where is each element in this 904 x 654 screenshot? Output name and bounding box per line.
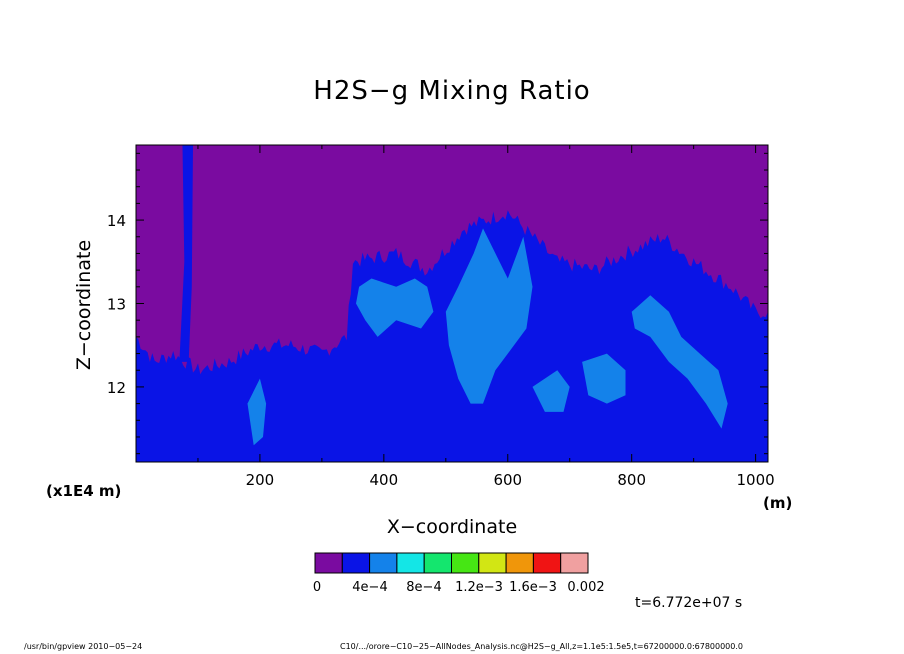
colorbar-label: 8e−4 <box>406 580 441 595</box>
y-tick-label: 14 <box>107 212 126 230</box>
footer-left: /usr/bin/gpview 2010−05−24 <box>24 642 143 651</box>
colorbar-swatch <box>423 552 453 574</box>
x-unit-label: (m) <box>763 494 793 512</box>
colorbar-swatch <box>478 552 507 574</box>
x-tick-label: 1000 <box>737 471 775 489</box>
colorbar-swatch <box>396 552 425 574</box>
colorbar-label: 1.2e−3 <box>455 580 503 595</box>
plot-area <box>136 145 768 462</box>
colorbar-label: 1.6e−3 <box>509 580 557 595</box>
x-axis-label: X−coordinate <box>386 516 518 538</box>
colorbar-swatch <box>532 552 562 574</box>
level-2-region <box>582 353 626 404</box>
x-tick-label: 200 <box>246 471 275 489</box>
level-2-region <box>532 370 570 412</box>
colorbar-swatch <box>369 552 398 574</box>
y-tick-label: 13 <box>107 296 126 314</box>
y-scale-note: (x1E4 m) <box>46 482 122 500</box>
y-tick-label: 12 <box>107 379 126 397</box>
colorbar-swatch <box>451 552 480 574</box>
level-2-region <box>247 378 267 446</box>
colorbar-label: 4e−4 <box>352 580 387 595</box>
footer-right: C10/.../orore−C10−25−AllNodes_Analysis.n… <box>340 642 743 651</box>
colorbar-swatch <box>505 552 534 574</box>
colorbar-swatch <box>560 552 589 574</box>
colorbar-label: 0.002 <box>567 580 604 595</box>
level-0-region <box>136 145 768 375</box>
chart-title: H2S−g Mixing Ratio <box>313 76 591 106</box>
x-tick-label: 400 <box>370 471 399 489</box>
level-2-region <box>356 278 434 337</box>
plume-region <box>179 145 194 362</box>
colorbar-swatch <box>314 552 343 574</box>
colorbar-swatch <box>341 552 371 574</box>
time-label: t=6.772e+07 s <box>635 595 743 611</box>
x-tick-label: 600 <box>493 471 522 489</box>
level-2-region <box>631 295 728 429</box>
colorbar-label: 0 <box>313 580 321 595</box>
level-2-region <box>445 228 533 404</box>
x-tick-label: 800 <box>617 471 646 489</box>
